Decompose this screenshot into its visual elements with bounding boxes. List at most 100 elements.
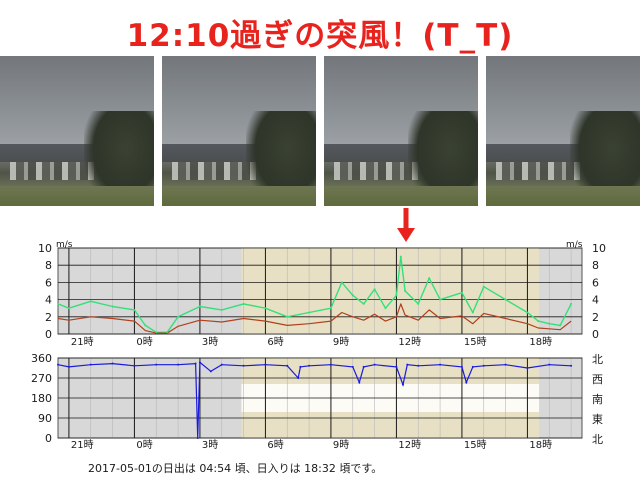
speed-xtick-label: 6時: [267, 336, 283, 348]
direction-point: [351, 365, 354, 368]
speed-xtick-label: 9時: [333, 336, 349, 348]
direction-point: [504, 363, 507, 366]
sunrise-sunset-note: 2017-05-01の日出は 04:54 頃、日入りは 18:32 頃です。: [88, 462, 383, 475]
gust-point: [242, 302, 245, 305]
direction-xtick-label: 18時: [529, 439, 552, 451]
direction-xtick-label: 9時: [333, 439, 349, 451]
gust-point: [264, 307, 267, 310]
gust-point: [373, 288, 376, 291]
direction-xtick-label: 0時: [136, 439, 152, 451]
direction-point: [177, 363, 180, 366]
camera-frame-3: [324, 56, 478, 206]
gust-point: [362, 302, 365, 305]
speed-ytick-right: 2: [592, 311, 599, 324]
speed-daylight-band: [241, 248, 540, 334]
gust-point: [526, 311, 529, 314]
direction-point: [401, 383, 404, 386]
mean-series-line: [57, 303, 572, 334]
speed-ytick-left: 8: [45, 259, 52, 272]
direction-ytick-left: 270: [31, 372, 52, 385]
camera-frame-2: [162, 56, 316, 206]
speed-xtick-label: 15時: [464, 336, 487, 348]
direction-point: [242, 364, 245, 367]
speed-xtick-label: 21時: [71, 336, 94, 348]
speed-ytick-right: 0: [592, 328, 599, 341]
gust-point: [155, 331, 158, 334]
gust-point: [144, 324, 147, 327]
direction-point: [439, 363, 442, 366]
speed-xtick-label: 12時: [398, 336, 421, 348]
direction-compass-label: 北: [592, 353, 603, 366]
gust-point: [166, 331, 169, 334]
gust-point: [570, 302, 573, 305]
gust-point: [177, 315, 180, 318]
speed-unit-right: m/s: [566, 240, 583, 250]
down-arrow-icon: [397, 208, 415, 242]
direction-point: [406, 363, 409, 366]
direction-point: [570, 364, 573, 367]
direction-point: [196, 437, 199, 439]
direction-point: [373, 363, 376, 366]
gust-point: [471, 311, 474, 314]
gust-point: [428, 277, 431, 280]
speed-ytick-right: 10: [592, 242, 606, 255]
direction-point: [526, 367, 529, 369]
direction-ytick-left: 0: [45, 432, 52, 445]
direction-point: [417, 364, 420, 367]
speed-ytick-right: 4: [592, 294, 599, 307]
direction-xtick-label: 3時: [202, 439, 218, 451]
gust-point: [395, 294, 398, 297]
direction-point: [297, 377, 300, 379]
direction-point: [362, 365, 365, 368]
speed-xtick-label: 3時: [202, 336, 218, 348]
gust-point: [308, 311, 311, 314]
gust-point: [439, 298, 442, 301]
speed-ytick-left: 0: [45, 328, 52, 341]
gust-point: [89, 300, 92, 303]
speed-xtick-label: 0時: [136, 336, 152, 348]
direction-series-line: [57, 361, 572, 439]
direction-point: [299, 365, 302, 368]
gust-point: [329, 307, 332, 310]
direction-point: [460, 365, 463, 368]
camera-photo-strip: [0, 56, 640, 206]
direction-point: [111, 362, 114, 365]
direction-xtick-label: 12時: [398, 439, 421, 451]
direction-point: [395, 365, 398, 368]
direction-point: [329, 363, 332, 366]
direction-compass-label: 北: [592, 433, 603, 446]
direction-compass-label: 南: [592, 393, 603, 406]
direction-point: [57, 363, 59, 366]
direction-point: [133, 364, 136, 367]
wind-chart: 21時 0時 3時 6時 9時 12時 15時 18時 0 0 2 2 4 4 6 6 8 8 10 10 m/s m/s…: [31, 240, 606, 451]
direction-point: [194, 362, 197, 365]
gust-point: [404, 290, 407, 292]
gust-point: [482, 285, 485, 288]
gust-point: [220, 308, 223, 311]
gust-point: [460, 291, 463, 294]
gust-point: [417, 302, 420, 305]
gust-point: [504, 298, 507, 301]
direction-point: [286, 364, 289, 367]
gust-point: [111, 305, 114, 308]
gust-point: [548, 322, 551, 325]
speed-xtick-label: 18時: [529, 336, 552, 348]
direction-point: [482, 364, 485, 367]
direction-point: [471, 365, 474, 368]
gust-point: [351, 294, 354, 297]
direction-point: [264, 363, 267, 366]
speed-ytick-left: 2: [45, 311, 52, 324]
direction-point: [308, 364, 311, 367]
direction-point: [67, 365, 70, 368]
gust-point: [286, 315, 289, 318]
direction-compass-label: 東: [592, 413, 603, 426]
direction-xtick-label: 6時: [267, 439, 283, 451]
direction-point: [155, 363, 158, 366]
speed-ytick-left: 6: [45, 276, 52, 289]
direction-point: [89, 363, 92, 366]
direction-point: [209, 370, 212, 373]
camera-frame-4: [486, 56, 640, 206]
gust-point: [198, 305, 201, 308]
wind-chart-area: 21時 0時 3時 6時 9時 12時 15時 18時 0 0 2 2 4 4 6 6 8 8 10 10 m/s m/s…: [0, 206, 640, 480]
speed-ytick-right: 8: [592, 259, 599, 272]
